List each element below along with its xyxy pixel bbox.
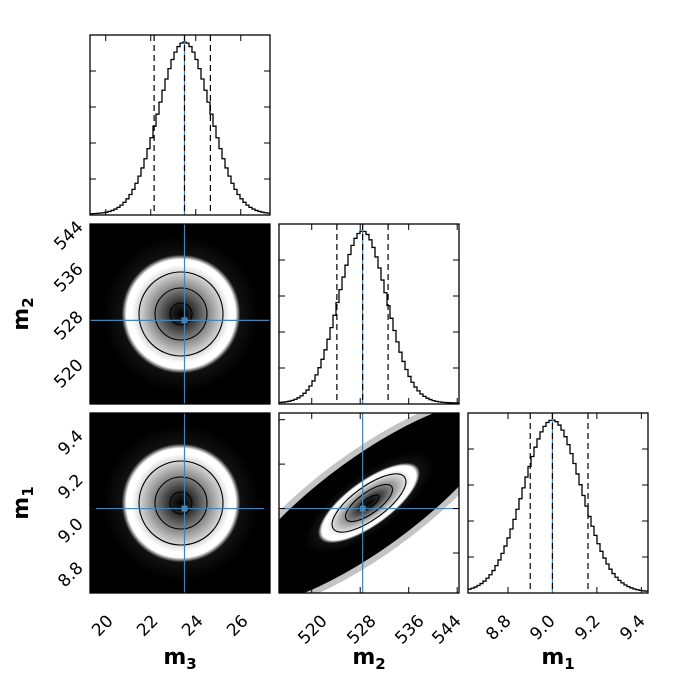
histogram-m2-panel: [278, 223, 460, 405]
contour-middle: [154, 287, 208, 341]
x-tick-labels-m1: 8.8 9.0 9.2 9.4: [482, 611, 649, 644]
contour-middle: [154, 476, 208, 530]
histogram-m2-ticks: [279, 224, 459, 404]
histogram-m2-curve: [279, 230, 459, 404]
y-tick-label: 520: [50, 355, 87, 392]
density-m2-vs-m1-fill: [303, 451, 435, 555]
y-axis-label-m1: m1: [9, 486, 37, 519]
x-tick-label: 520: [294, 611, 331, 648]
x-tick-label: 9.4: [616, 611, 649, 644]
x-tick-label: 20: [88, 611, 117, 640]
y-axis-label-m2: m2: [9, 297, 37, 330]
y-tick-label: 528: [50, 307, 87, 344]
density-m3-vs-m1-ticks: [90, 413, 270, 593]
truth-marker: [359, 505, 366, 512]
x-tick-label: 536: [391, 611, 428, 648]
x-tick-labels-m2: 520 528 536 544: [294, 611, 465, 648]
density-m3-vs-m2-frame: [89, 223, 271, 405]
contour-outer: [331, 473, 407, 533]
histogram-m3-ticks: [90, 35, 270, 215]
contour-outer: [138, 460, 224, 546]
density-m3-vs-m1-fill: [103, 425, 259, 581]
histogram-m3-frame: [89, 34, 271, 216]
density-m2-vs-m1-frame: [278, 412, 460, 594]
density-m3-vs-m1-axes: [89, 412, 271, 594]
contour-inner: [169, 302, 193, 326]
contour-inner: [169, 491, 193, 515]
truth-marker: [181, 505, 188, 512]
contour-inner: [358, 494, 380, 512]
x-tick-label: 544: [428, 611, 465, 648]
histogram-m2-frame: [278, 223, 460, 405]
y-tick-label: 9.4: [54, 426, 87, 459]
truth-marker: [181, 317, 188, 324]
contour-outer: [138, 271, 224, 357]
y-tick-label: 9.2: [54, 470, 87, 503]
y-tick-label: 536: [50, 259, 87, 296]
density-m3-vs-m2-fill: [103, 236, 259, 392]
density-m2-vs-m1-panel: [279, 413, 459, 593]
density-m3-vs-m2-axes: [89, 223, 271, 405]
x-axis-label-m3: m3: [163, 645, 196, 673]
y-tick-label: 9.0: [54, 514, 87, 547]
x-tick-label: 24: [178, 611, 207, 640]
density-m2-vs-m1-band: [279, 413, 459, 593]
density-m2-vs-m1-ticks: [279, 413, 459, 593]
x-tick-label: 528: [343, 611, 380, 648]
y-tick-label: 8.8: [54, 558, 87, 591]
density-m2-vs-m1-axes: [278, 412, 460, 594]
histogram-m1-frame: [467, 412, 649, 594]
x-tick-labels-m3: 20 22 24 26: [88, 611, 252, 640]
x-tick-label: 8.8: [482, 611, 515, 644]
histogram-m1-panel: [467, 412, 649, 594]
x-tick-label: 26: [223, 611, 252, 640]
density-m3-vs-m1-frame: [89, 412, 271, 594]
x-axis-label-m1: m1: [541, 645, 574, 673]
histogram-m1-curve: [468, 419, 648, 592]
density-m3-vs-m2-panel: [90, 224, 270, 404]
y-tick-labels-m1: 8.8 9.0 9.2 9.4: [54, 426, 87, 591]
histogram-m3-curve: [90, 41, 270, 215]
x-axis-label-m2: m2: [352, 645, 385, 673]
histogram-m1-ticks: [468, 413, 648, 593]
y-tick-labels-m2: 520 528 536 544: [50, 217, 87, 392]
density-m3-vs-m2-ticks: [90, 224, 270, 404]
histogram-m3-panel: [89, 34, 271, 216]
y-tick-label: 544: [50, 217, 87, 254]
x-tick-label: 9.2: [571, 611, 604, 644]
x-tick-label: 9.0: [526, 611, 559, 644]
x-tick-label: 22: [133, 611, 162, 640]
density-m3-vs-m1-panel: [90, 413, 270, 593]
